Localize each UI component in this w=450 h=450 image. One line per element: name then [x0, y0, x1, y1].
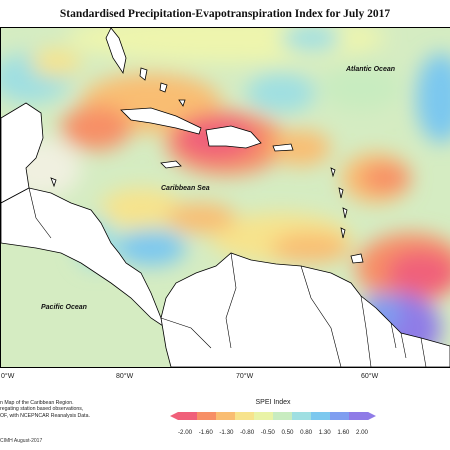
- colorbar-swatch: [292, 412, 312, 420]
- map-title: Standardised Precipitation-Evapotranspir…: [59, 8, 391, 20]
- caribbean-sea-label: Caribbean Sea: [161, 185, 210, 192]
- legend-tick-label: -1.60: [198, 429, 213, 436]
- colorbar-swatch: [235, 412, 255, 420]
- colorbar-swatch: [216, 412, 236, 420]
- desc-line-2: regating station based observations,: [0, 406, 84, 413]
- pacific-ocean-label: Pacific Ocean: [41, 304, 87, 311]
- legend-tick-label: 1.60: [337, 429, 350, 436]
- legend-tick-label: 2.00: [355, 429, 368, 436]
- legend-title: SPEI Index: [255, 399, 291, 406]
- legend-tick-label: -0.50: [260, 429, 275, 436]
- colorbar-swatch: [330, 412, 350, 420]
- legend-ticks: -2.00 -1.60 -1.30 -0.80 -0.50 0.50 0.80 1.30 1.6…: [178, 429, 368, 436]
- colorbar-swatch: [273, 412, 293, 420]
- colorbar-swatch: [349, 412, 369, 420]
- lon-label-80w: 80°W: [116, 373, 134, 380]
- spei-field: [1, 28, 450, 363]
- colorbar-arrow-high: [368, 412, 376, 420]
- colorbar-swatch: [254, 412, 274, 420]
- landmasses: [1, 28, 450, 367]
- colorbar-swatch: [311, 412, 331, 420]
- lon-label-70w: 70°W: [236, 373, 254, 380]
- spei-map: Atlantic Ocean Caribbean Sea Pacific Oce…: [0, 27, 450, 368]
- legend-tick-label: 1.30: [318, 429, 331, 436]
- legend-tick-label: -1.30: [219, 429, 234, 436]
- colorbar-swatch: [178, 412, 198, 420]
- legend-tick-label: 0.80: [300, 429, 313, 436]
- credit-text: CIMH August-2017: [0, 438, 43, 444]
- legend-tick-label: -2.00: [178, 429, 193, 436]
- spei-legend: SPEI Index -2.00 -1.60 -1.30 -0.80 -0.50 0.50…: [168, 399, 378, 436]
- borders: [28, 187, 427, 367]
- colorbar-arrow-low: [170, 412, 178, 420]
- colorbar-swatch: [197, 412, 217, 420]
- desc-line-1: n Map of the Caribbean Region.: [0, 400, 74, 406]
- desc-line-3: OF, with NCEPNCAR Reanalysis Data.: [0, 412, 90, 419]
- lon-label-60w: 60°W: [361, 373, 379, 380]
- legend-tick-label: 0.50: [281, 429, 294, 436]
- lon-label-90w: 0°W: [1, 373, 15, 380]
- legend-tick-label: -0.80: [240, 429, 255, 436]
- legend-colorbar: [170, 412, 376, 420]
- atlantic-ocean-label: Atlantic Ocean: [345, 66, 395, 73]
- map-description: n Map of the Caribbean Region. regating …: [0, 400, 120, 419]
